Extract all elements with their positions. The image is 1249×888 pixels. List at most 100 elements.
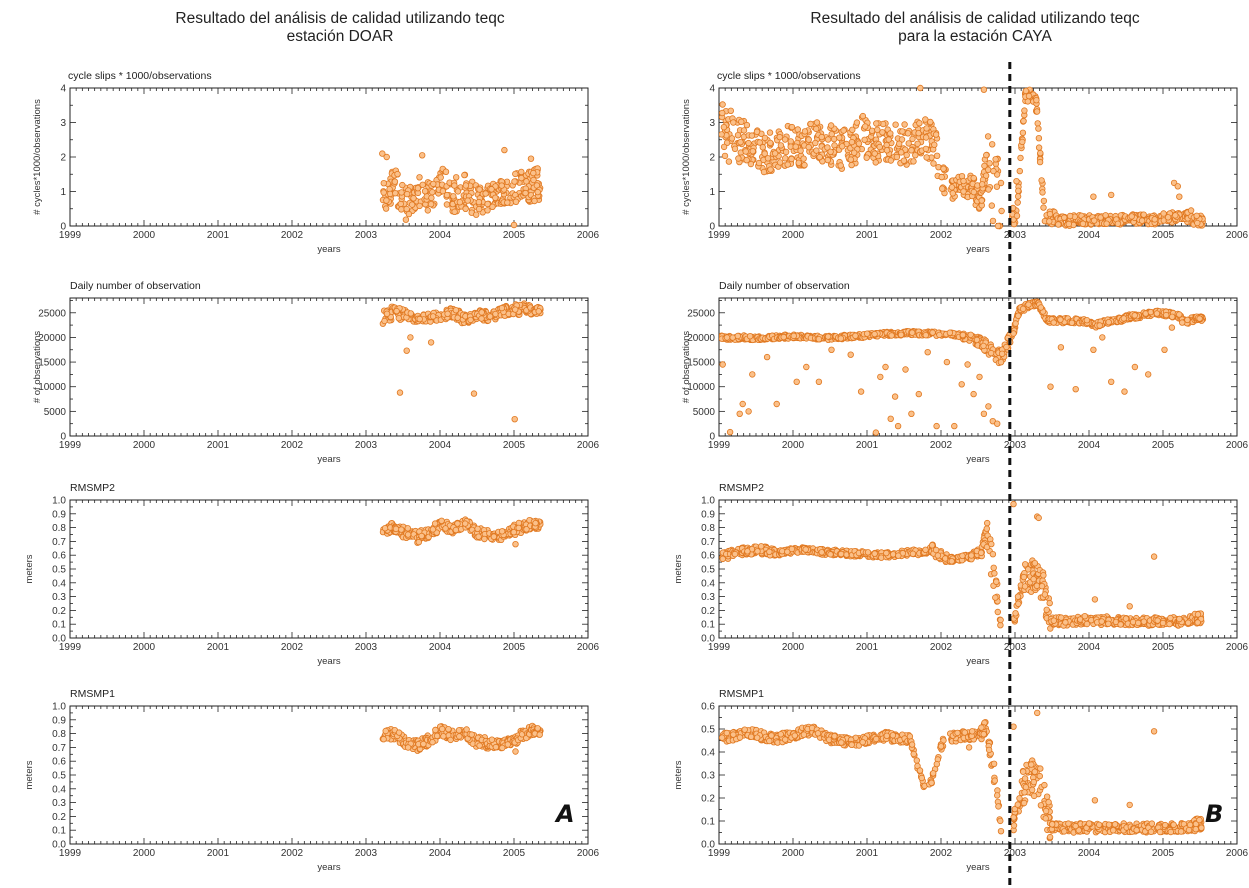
x-tick-label: 2000 — [782, 230, 805, 241]
data-point — [1090, 217, 1098, 224]
x-tick-label: 2005 — [503, 642, 526, 653]
data-point — [782, 148, 790, 156]
outlier-point — [763, 353, 771, 361]
data-point — [398, 206, 405, 213]
y-tick-label: 0 — [60, 222, 66, 233]
outlier-point — [510, 221, 518, 229]
y-tick-label: 0.5 — [701, 565, 715, 576]
data-point — [851, 149, 858, 156]
x-tick-label: 2006 — [577, 848, 600, 859]
data-point — [938, 173, 945, 181]
data-point — [1193, 212, 1200, 219]
data-point — [989, 217, 997, 225]
x-tick-label: 2006 — [1226, 440, 1249, 451]
data-point — [802, 546, 809, 553]
outlier-point — [882, 363, 889, 371]
data-point — [492, 743, 500, 751]
data-point — [1022, 87, 1030, 95]
data-point — [787, 138, 794, 145]
data-point — [444, 310, 451, 317]
x-tick-label: 2002 — [930, 642, 953, 653]
outlier-point — [1161, 346, 1168, 353]
data-point — [727, 107, 734, 114]
outlier-point — [1131, 363, 1139, 371]
data-point — [936, 331, 943, 339]
data-point — [430, 180, 437, 188]
y-tick-label: 1.0 — [52, 496, 66, 507]
x-tick-label: 1999 — [59, 848, 82, 859]
y-tick-label: 0.2 — [52, 606, 66, 617]
data-point — [532, 520, 539, 527]
data-point — [761, 150, 768, 157]
y-tick-label: 25000 — [687, 308, 715, 319]
outlier-point — [527, 155, 535, 162]
outlier-point — [958, 381, 965, 388]
data-point — [812, 139, 819, 147]
data-point — [512, 198, 520, 205]
data-point — [755, 159, 763, 167]
data-point — [518, 168, 525, 176]
data-point — [824, 144, 831, 151]
data-point — [790, 332, 797, 340]
data-point — [784, 161, 791, 168]
x-tick-label: 2003 — [1004, 230, 1027, 241]
data-point — [740, 127, 748, 134]
y-tick-label: 0 — [709, 222, 715, 233]
outlier-point — [470, 390, 478, 397]
data-point — [429, 188, 436, 196]
x-tick-label: 2004 — [429, 642, 452, 653]
x-axis-label: years — [317, 244, 340, 255]
y-axis-label: meters — [24, 554, 35, 583]
data-point — [386, 190, 394, 198]
data-points — [379, 300, 544, 423]
x-tick-label: 2003 — [355, 230, 378, 241]
data-point — [948, 184, 956, 191]
data-point — [1164, 214, 1172, 221]
y-tick-label: 0.0 — [52, 840, 66, 851]
data-point — [1019, 138, 1026, 146]
data-point — [1114, 220, 1122, 227]
outlier-point — [396, 389, 404, 396]
x-tick-label: 2000 — [782, 440, 805, 451]
outlier-point — [736, 410, 743, 417]
right-title-line-1: Resultado del análisis de calidad utiliz… — [810, 10, 1140, 27]
x-tick-label: 2001 — [856, 230, 879, 241]
data-point — [725, 158, 733, 165]
data-point — [451, 208, 458, 215]
data-point — [414, 184, 422, 192]
outlier-point — [427, 339, 435, 346]
data-point — [960, 188, 967, 195]
data-point — [872, 159, 879, 166]
data-point — [534, 725, 541, 732]
x-tick-label: 2004 — [429, 848, 452, 859]
outlier-point — [512, 748, 519, 755]
data-point — [827, 551, 834, 558]
chart-panel-a-2: Daily number of observation 1999 2000 2001 2… — [32, 280, 600, 465]
data-point — [398, 189, 405, 196]
y-axis-label: # cycles*1000/observations — [32, 99, 43, 215]
y-tick-label: 4 — [709, 84, 715, 95]
data-point — [1040, 204, 1047, 211]
data-point — [393, 307, 400, 315]
data-point — [813, 125, 820, 133]
outlier-point — [1099, 334, 1106, 341]
outlier-point — [1187, 207, 1195, 214]
y-axis-label: meters — [673, 554, 684, 583]
data-point — [863, 330, 871, 337]
data-point — [905, 140, 912, 147]
x-tick-label: 2003 — [1004, 642, 1027, 653]
data-point — [1079, 220, 1087, 227]
data-point — [1103, 220, 1110, 227]
data-point — [383, 197, 390, 204]
y-tick-label: 0.9 — [52, 715, 66, 726]
data-point — [432, 726, 439, 734]
data-point — [392, 189, 399, 197]
data-point — [1035, 134, 1043, 142]
data-point — [914, 140, 921, 147]
data-point — [876, 143, 883, 151]
x-tick-label: 1999 — [59, 440, 82, 451]
plot-frame — [69, 705, 589, 845]
data-point — [1168, 313, 1176, 320]
data-point — [1021, 107, 1028, 114]
data-point — [462, 205, 469, 212]
